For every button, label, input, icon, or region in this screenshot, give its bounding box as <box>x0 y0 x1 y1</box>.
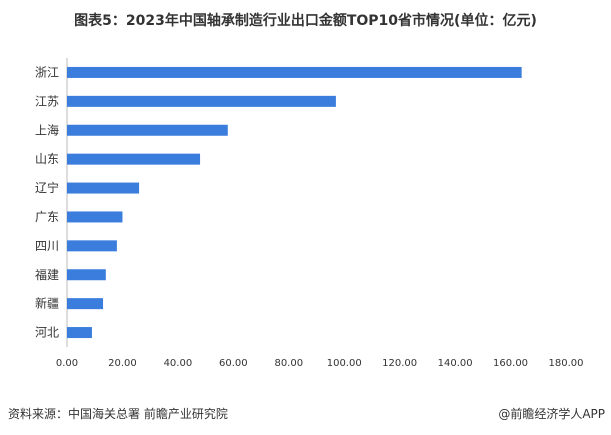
bars-group <box>67 66 522 339</box>
x-tick-label-6: 100.00 <box>327 358 362 369</box>
x-tick-label-10: 180.00 <box>549 358 584 369</box>
bar-9 <box>67 298 104 310</box>
source-note: 资料来源：中国海关总署 前瞻产业研究院 <box>8 407 228 421</box>
bar-5 <box>67 182 140 194</box>
bar-1 <box>67 66 522 78</box>
bar-4 <box>67 153 201 165</box>
category-label-1: 浙江 <box>35 65 59 79</box>
bar-10 <box>67 327 92 339</box>
chart-title: 图表5：2023年中国轴承制造行业出口金额TOP10省市情况(单位：亿元) <box>74 13 537 29</box>
bar-3 <box>67 124 228 136</box>
brand-note: @前瞻经济学人APP <box>498 407 605 421</box>
bar-8 <box>67 269 106 281</box>
category-label-5: 辽宁 <box>35 180 59 195</box>
x-tick-label-1: 0.00 <box>56 358 78 369</box>
bar-6 <box>67 211 123 223</box>
x-tick-label-2: 20.00 <box>108 358 137 369</box>
category-label-10: 河北 <box>35 326 59 340</box>
x-tick-label-9: 160.00 <box>493 358 528 369</box>
bar-7 <box>67 240 117 252</box>
x-tick-label-7: 120.00 <box>382 358 417 369</box>
category-label-3: 上海 <box>35 122 59 137</box>
category-label-7: 四川 <box>35 239 59 253</box>
x-tick-label-4: 60.00 <box>219 358 248 369</box>
x-tick-labels-group: 0.00 20.00 40.00 60.00 80.00 100.00 120.00 140.… <box>56 358 584 369</box>
x-tick-label-3: 40.00 <box>164 358 193 369</box>
bar-2 <box>67 95 336 107</box>
category-label-4: 山东 <box>35 152 59 166</box>
category-label-8: 福建 <box>35 267 59 282</box>
x-tick-label-5: 80.00 <box>274 358 303 369</box>
category-label-9: 新疆 <box>35 296 59 311</box>
category-label-2: 江苏 <box>35 94 59 108</box>
x-tick-label-8: 140.00 <box>438 358 473 369</box>
category-label-6: 广东 <box>35 210 59 224</box>
